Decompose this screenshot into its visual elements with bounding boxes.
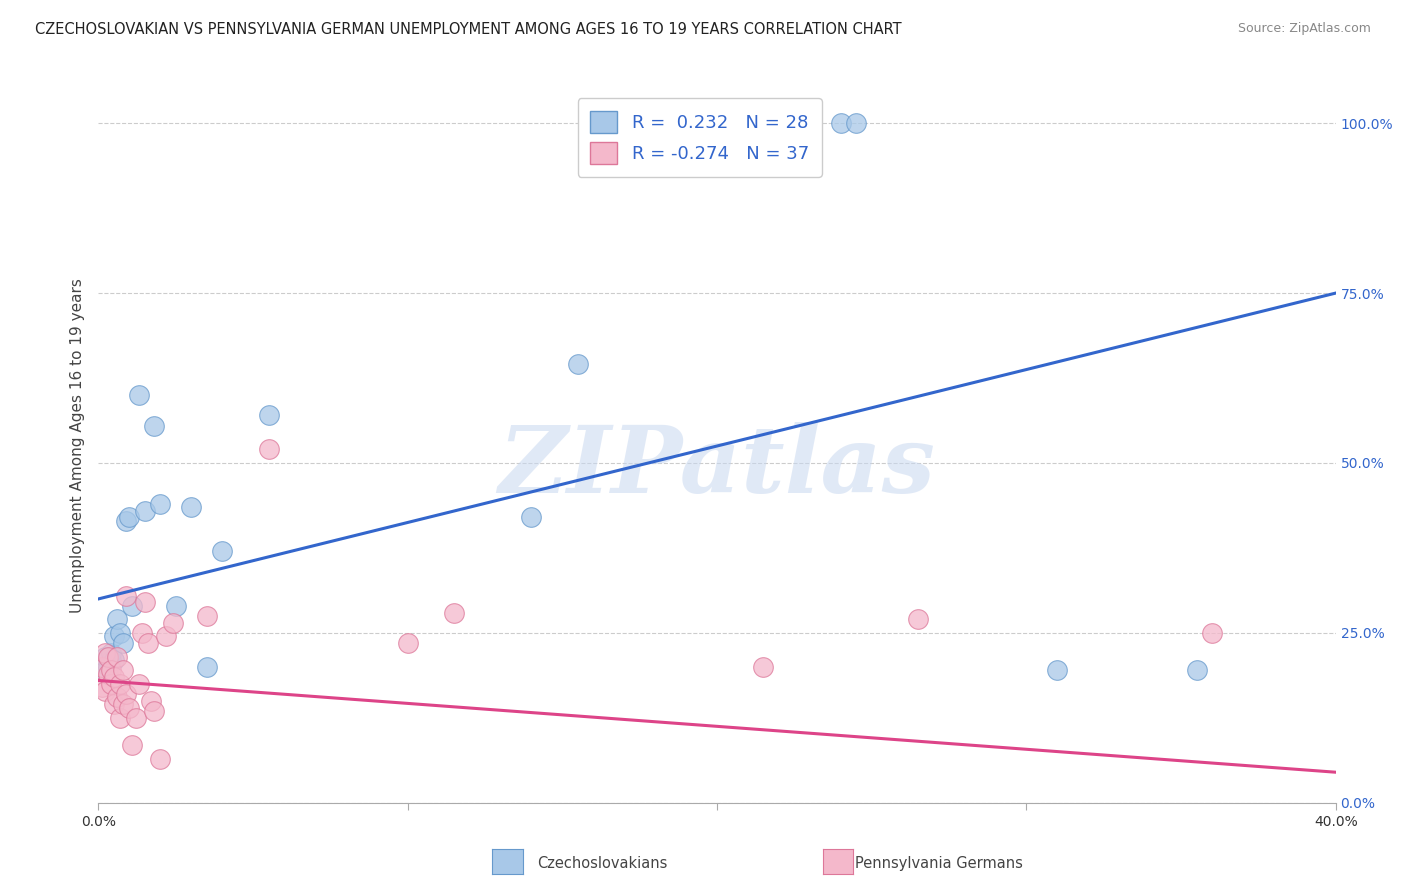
Point [845,116,868,130]
Point [121,599,143,613]
Point [103,698,125,712]
Point [257,409,280,423]
Point [180,500,202,515]
Point [131,626,153,640]
Point [257,442,280,457]
Point [195,660,218,674]
Point [108,711,131,725]
Legend: R =  0.232   N = 28, R = -0.274   N = 37: R = 0.232 N = 28, R = -0.274 N = 37 [578,98,821,177]
Point [396,636,419,650]
Point [105,690,128,705]
Text: Czechoslovakians: Czechoslovakians [537,856,668,871]
Point [139,694,162,708]
Point [143,418,166,433]
Point [124,711,146,725]
Point [97,649,120,664]
Point [134,595,156,609]
Point [1046,663,1069,677]
Point [103,629,125,643]
Point [149,751,172,765]
Point [100,663,122,677]
Point [149,497,172,511]
Point [118,700,141,714]
Point [108,626,131,640]
Point [103,670,125,684]
Point [115,514,138,528]
Point [90,660,112,674]
Point [907,612,929,626]
Point [112,698,135,712]
Point [162,615,184,630]
Point [93,649,115,664]
Point [108,677,131,691]
Point [752,660,775,674]
Point [195,608,218,623]
Point [90,680,112,694]
Point [97,660,120,674]
Point [115,687,138,701]
Point [520,510,543,524]
Point [100,677,122,691]
Point [165,599,187,613]
Point [118,510,141,524]
Point [93,683,115,698]
Point [211,544,233,558]
Point [100,646,122,660]
Point [112,636,135,650]
Point [143,704,166,718]
Point [121,738,143,752]
Point [90,663,112,677]
Point [115,589,138,603]
Text: ZIPatlas: ZIPatlas [499,423,935,512]
Point [136,636,159,650]
Point [155,629,177,643]
Point [103,653,125,667]
Y-axis label: Unemployment Among Ages 16 to 19 years: Unemployment Among Ages 16 to 19 years [69,278,84,614]
Point [443,606,465,620]
Point [134,503,156,517]
Text: CZECHOSLOVAKIAN VS PENNSYLVANIA GERMAN UNEMPLOYMENT AMONG AGES 16 TO 19 YEARS CO: CZECHOSLOVAKIAN VS PENNSYLVANIA GERMAN U… [35,22,901,37]
Point [100,653,122,667]
Point [1185,663,1208,677]
Point [97,666,120,681]
Text: Source: ZipAtlas.com: Source: ZipAtlas.com [1237,22,1371,36]
Point [128,388,150,402]
Point [93,646,115,660]
Point [830,116,852,130]
Point [1201,626,1223,640]
Point [128,677,150,691]
Point [105,649,128,664]
Point [112,663,135,677]
Point [567,358,589,372]
Point [105,612,128,626]
Text: Pennsylvania Germans: Pennsylvania Germans [855,856,1022,871]
